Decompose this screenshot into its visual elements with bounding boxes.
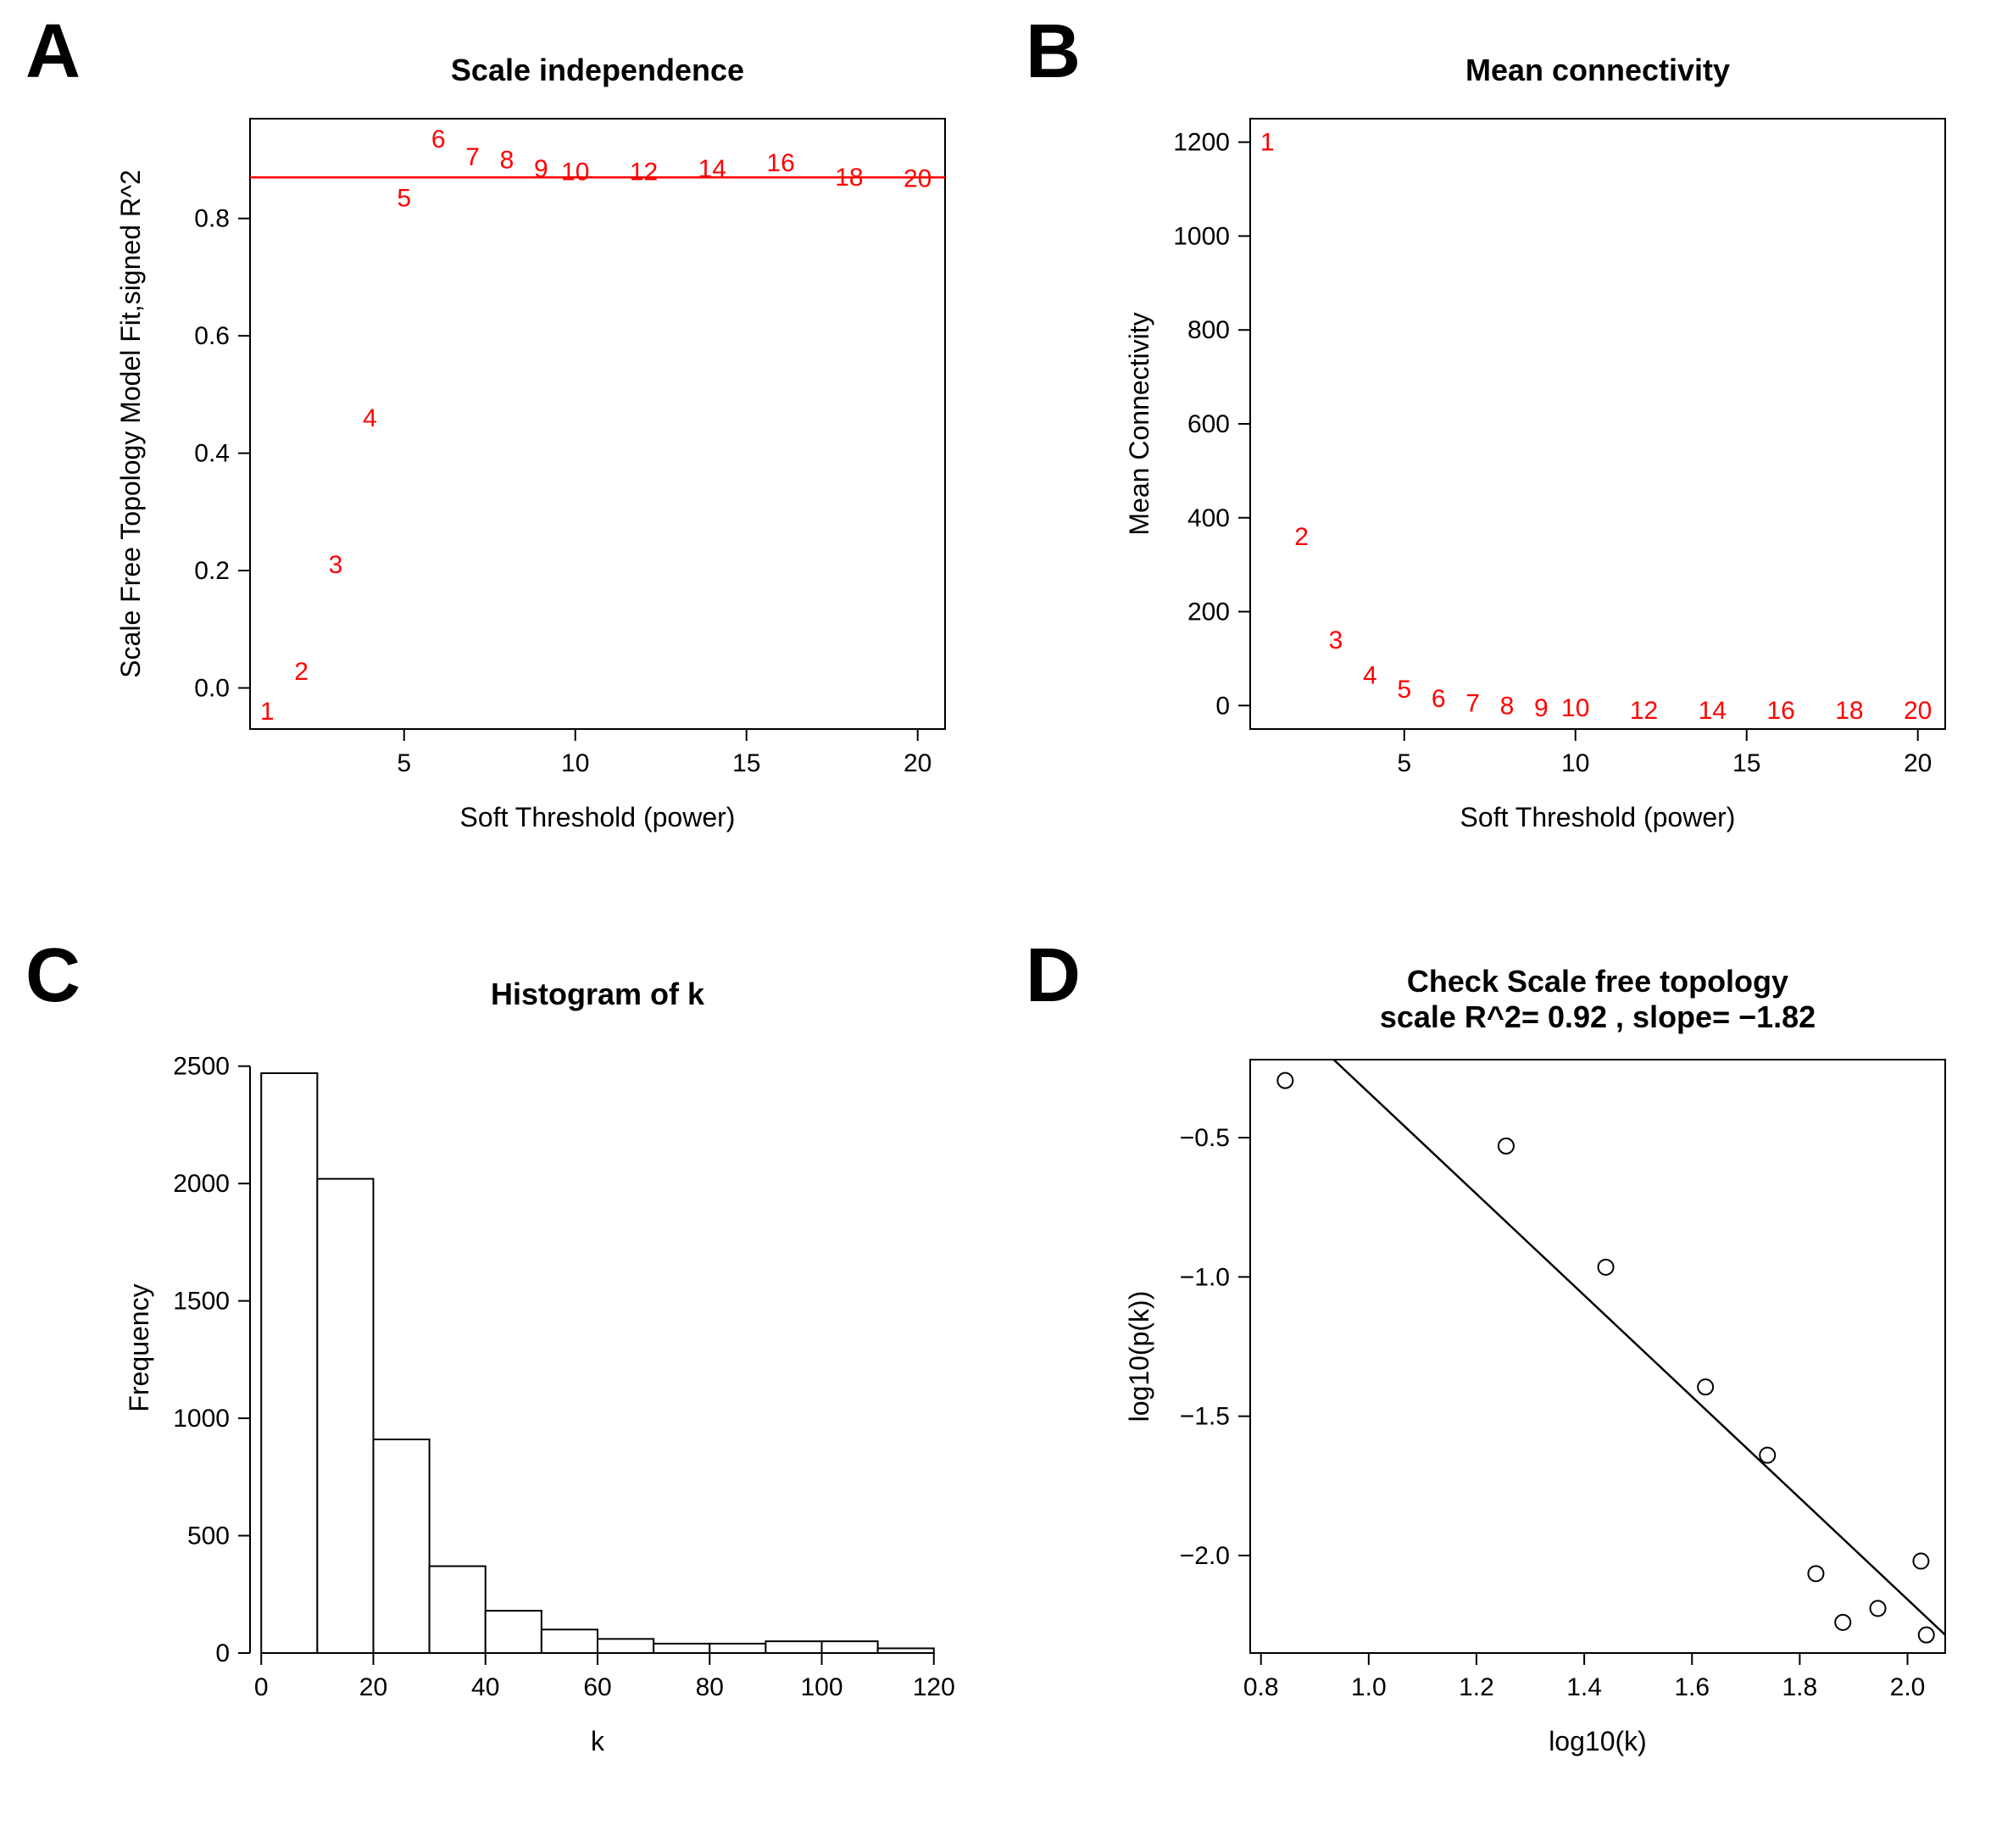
svg-text:4: 4 (1363, 661, 1377, 689)
svg-text:k: k (591, 1726, 605, 1756)
svg-text:0: 0 (215, 1639, 230, 1667)
svg-text:14: 14 (698, 155, 726, 183)
svg-text:400: 400 (1187, 504, 1230, 532)
svg-text:1: 1 (1260, 129, 1275, 157)
svg-text:−0.5: −0.5 (1180, 1124, 1230, 1152)
svg-text:18: 18 (1835, 697, 1863, 725)
svg-text:log10(p(k)): log10(p(k)) (1124, 1291, 1154, 1422)
svg-text:scale R^2= 0.92 , slope= −1.82: scale R^2= 0.92 , slope= −1.82 (1380, 999, 1816, 1034)
svg-text:7: 7 (465, 143, 480, 171)
svg-text:0.8: 0.8 (1243, 1673, 1279, 1701)
panel-d-scale-free-topology: Check Scale free topologyscale R^2= 0.92… (1102, 958, 1975, 1810)
svg-text:15: 15 (1732, 749, 1760, 777)
svg-text:log10(k): log10(k) (1549, 1726, 1647, 1756)
panel-b-mean-connectivity: Mean connectivity51015200200400600800100… (1102, 34, 1975, 886)
svg-text:100: 100 (800, 1673, 843, 1701)
svg-text:4: 4 (363, 404, 377, 432)
svg-text:2500: 2500 (173, 1053, 230, 1081)
panel-a-scale-independence: Scale independence51015200.00.20.40.60.8… (102, 34, 1000, 886)
svg-text:10: 10 (561, 158, 589, 186)
panel-c-histogram-k: Histogram of k 0 20 40 60 80 100 120 0 500 1000 150… (102, 958, 1000, 1810)
svg-text:1.6: 1.6 (1674, 1673, 1710, 1701)
svg-text:−1.0: −1.0 (1180, 1263, 1230, 1291)
svg-text:−1.5: −1.5 (1180, 1403, 1230, 1431)
svg-text:0: 0 (1215, 692, 1230, 720)
svg-text:20: 20 (904, 165, 931, 193)
svg-text:8: 8 (500, 146, 514, 174)
svg-text:12: 12 (630, 158, 658, 186)
svg-text:Mean Connectivity: Mean Connectivity (1124, 312, 1154, 535)
svg-text:7: 7 (1465, 690, 1480, 718)
svg-text:20: 20 (359, 1673, 387, 1701)
svg-text:16: 16 (766, 149, 794, 177)
svg-text:9: 9 (1534, 694, 1549, 722)
svg-text:1.4: 1.4 (1566, 1673, 1602, 1701)
svg-text:8: 8 (1500, 692, 1515, 720)
svg-text:9: 9 (534, 155, 548, 183)
svg-text:0.6: 0.6 (194, 322, 230, 350)
svg-text:20: 20 (904, 749, 931, 777)
svg-text:0.0: 0.0 (194, 675, 230, 703)
svg-text:2: 2 (1294, 523, 1309, 551)
svg-text:Frequency: Frequency (124, 1283, 154, 1411)
svg-text:15: 15 (732, 749, 760, 777)
svg-text:3: 3 (1329, 626, 1343, 654)
svg-text:5: 5 (1397, 749, 1411, 777)
svg-text:2000: 2000 (173, 1170, 230, 1198)
svg-text:120: 120 (913, 1673, 955, 1701)
figure-grid: AScale independence51015200.00.20.40.60.… (0, 0, 2002, 1848)
svg-text:1500: 1500 (173, 1288, 230, 1316)
svg-text:60: 60 (583, 1673, 611, 1701)
svg-text:600: 600 (1187, 410, 1230, 438)
svg-text:0.8: 0.8 (194, 205, 230, 233)
svg-text:5: 5 (397, 749, 411, 777)
svg-text:500: 500 (187, 1522, 230, 1550)
svg-text:0.4: 0.4 (194, 440, 230, 468)
svg-text:1200: 1200 (1173, 129, 1230, 157)
svg-text:14: 14 (1699, 697, 1727, 725)
svg-text:0.2: 0.2 (194, 557, 230, 585)
svg-text:2.0: 2.0 (1890, 1673, 1926, 1701)
svg-text:16: 16 (1766, 697, 1794, 725)
svg-text:1000: 1000 (1173, 222, 1230, 250)
panel-label-C: C (25, 932, 81, 1020)
svg-text:80: 80 (696, 1673, 724, 1701)
svg-text:0: 0 (254, 1673, 269, 1701)
svg-text:18: 18 (835, 164, 863, 192)
svg-text:1.2: 1.2 (1459, 1673, 1494, 1701)
svg-text:−2.0: −2.0 (1180, 1542, 1230, 1570)
svg-text:800: 800 (1187, 316, 1230, 344)
svg-text:10: 10 (1561, 694, 1589, 722)
svg-text:Scale Free Topology Model Fit,: Scale Free Topology Model Fit,signed R^2 (115, 170, 146, 678)
svg-text:5: 5 (1397, 676, 1411, 704)
svg-text:1000: 1000 (173, 1405, 230, 1433)
svg-text:20: 20 (1904, 697, 1932, 725)
panel-label-B: B (1026, 8, 1081, 96)
svg-text:1.8: 1.8 (1782, 1673, 1818, 1701)
svg-text:2: 2 (294, 658, 309, 686)
svg-text:Check Scale free topology: Check Scale free topology (1407, 964, 1788, 999)
svg-text:Mean connectivity: Mean connectivity (1465, 53, 1730, 87)
svg-text:3: 3 (329, 551, 343, 579)
svg-text:5: 5 (397, 184, 411, 212)
svg-text:Scale independence: Scale independence (451, 53, 744, 87)
svg-text:6: 6 (1432, 685, 1446, 713)
svg-text:Soft Threshold (power): Soft Threshold (power) (460, 802, 736, 832)
svg-text:40: 40 (471, 1673, 499, 1701)
svg-text:1.0: 1.0 (1351, 1673, 1387, 1701)
svg-text:1: 1 (260, 698, 275, 726)
svg-text:12: 12 (1630, 697, 1658, 725)
panel-label-A: A (25, 8, 81, 96)
svg-text:6: 6 (431, 125, 446, 153)
svg-text:20: 20 (1904, 749, 1932, 777)
svg-text:200: 200 (1187, 598, 1230, 626)
panel-label-D: D (1026, 932, 1081, 1020)
svg-text:10: 10 (561, 749, 589, 777)
svg-text:Histogram of k: Histogram of k (491, 977, 705, 1011)
svg-text:Soft Threshold (power): Soft Threshold (power) (1460, 802, 1736, 832)
svg-text:10: 10 (1561, 749, 1589, 777)
